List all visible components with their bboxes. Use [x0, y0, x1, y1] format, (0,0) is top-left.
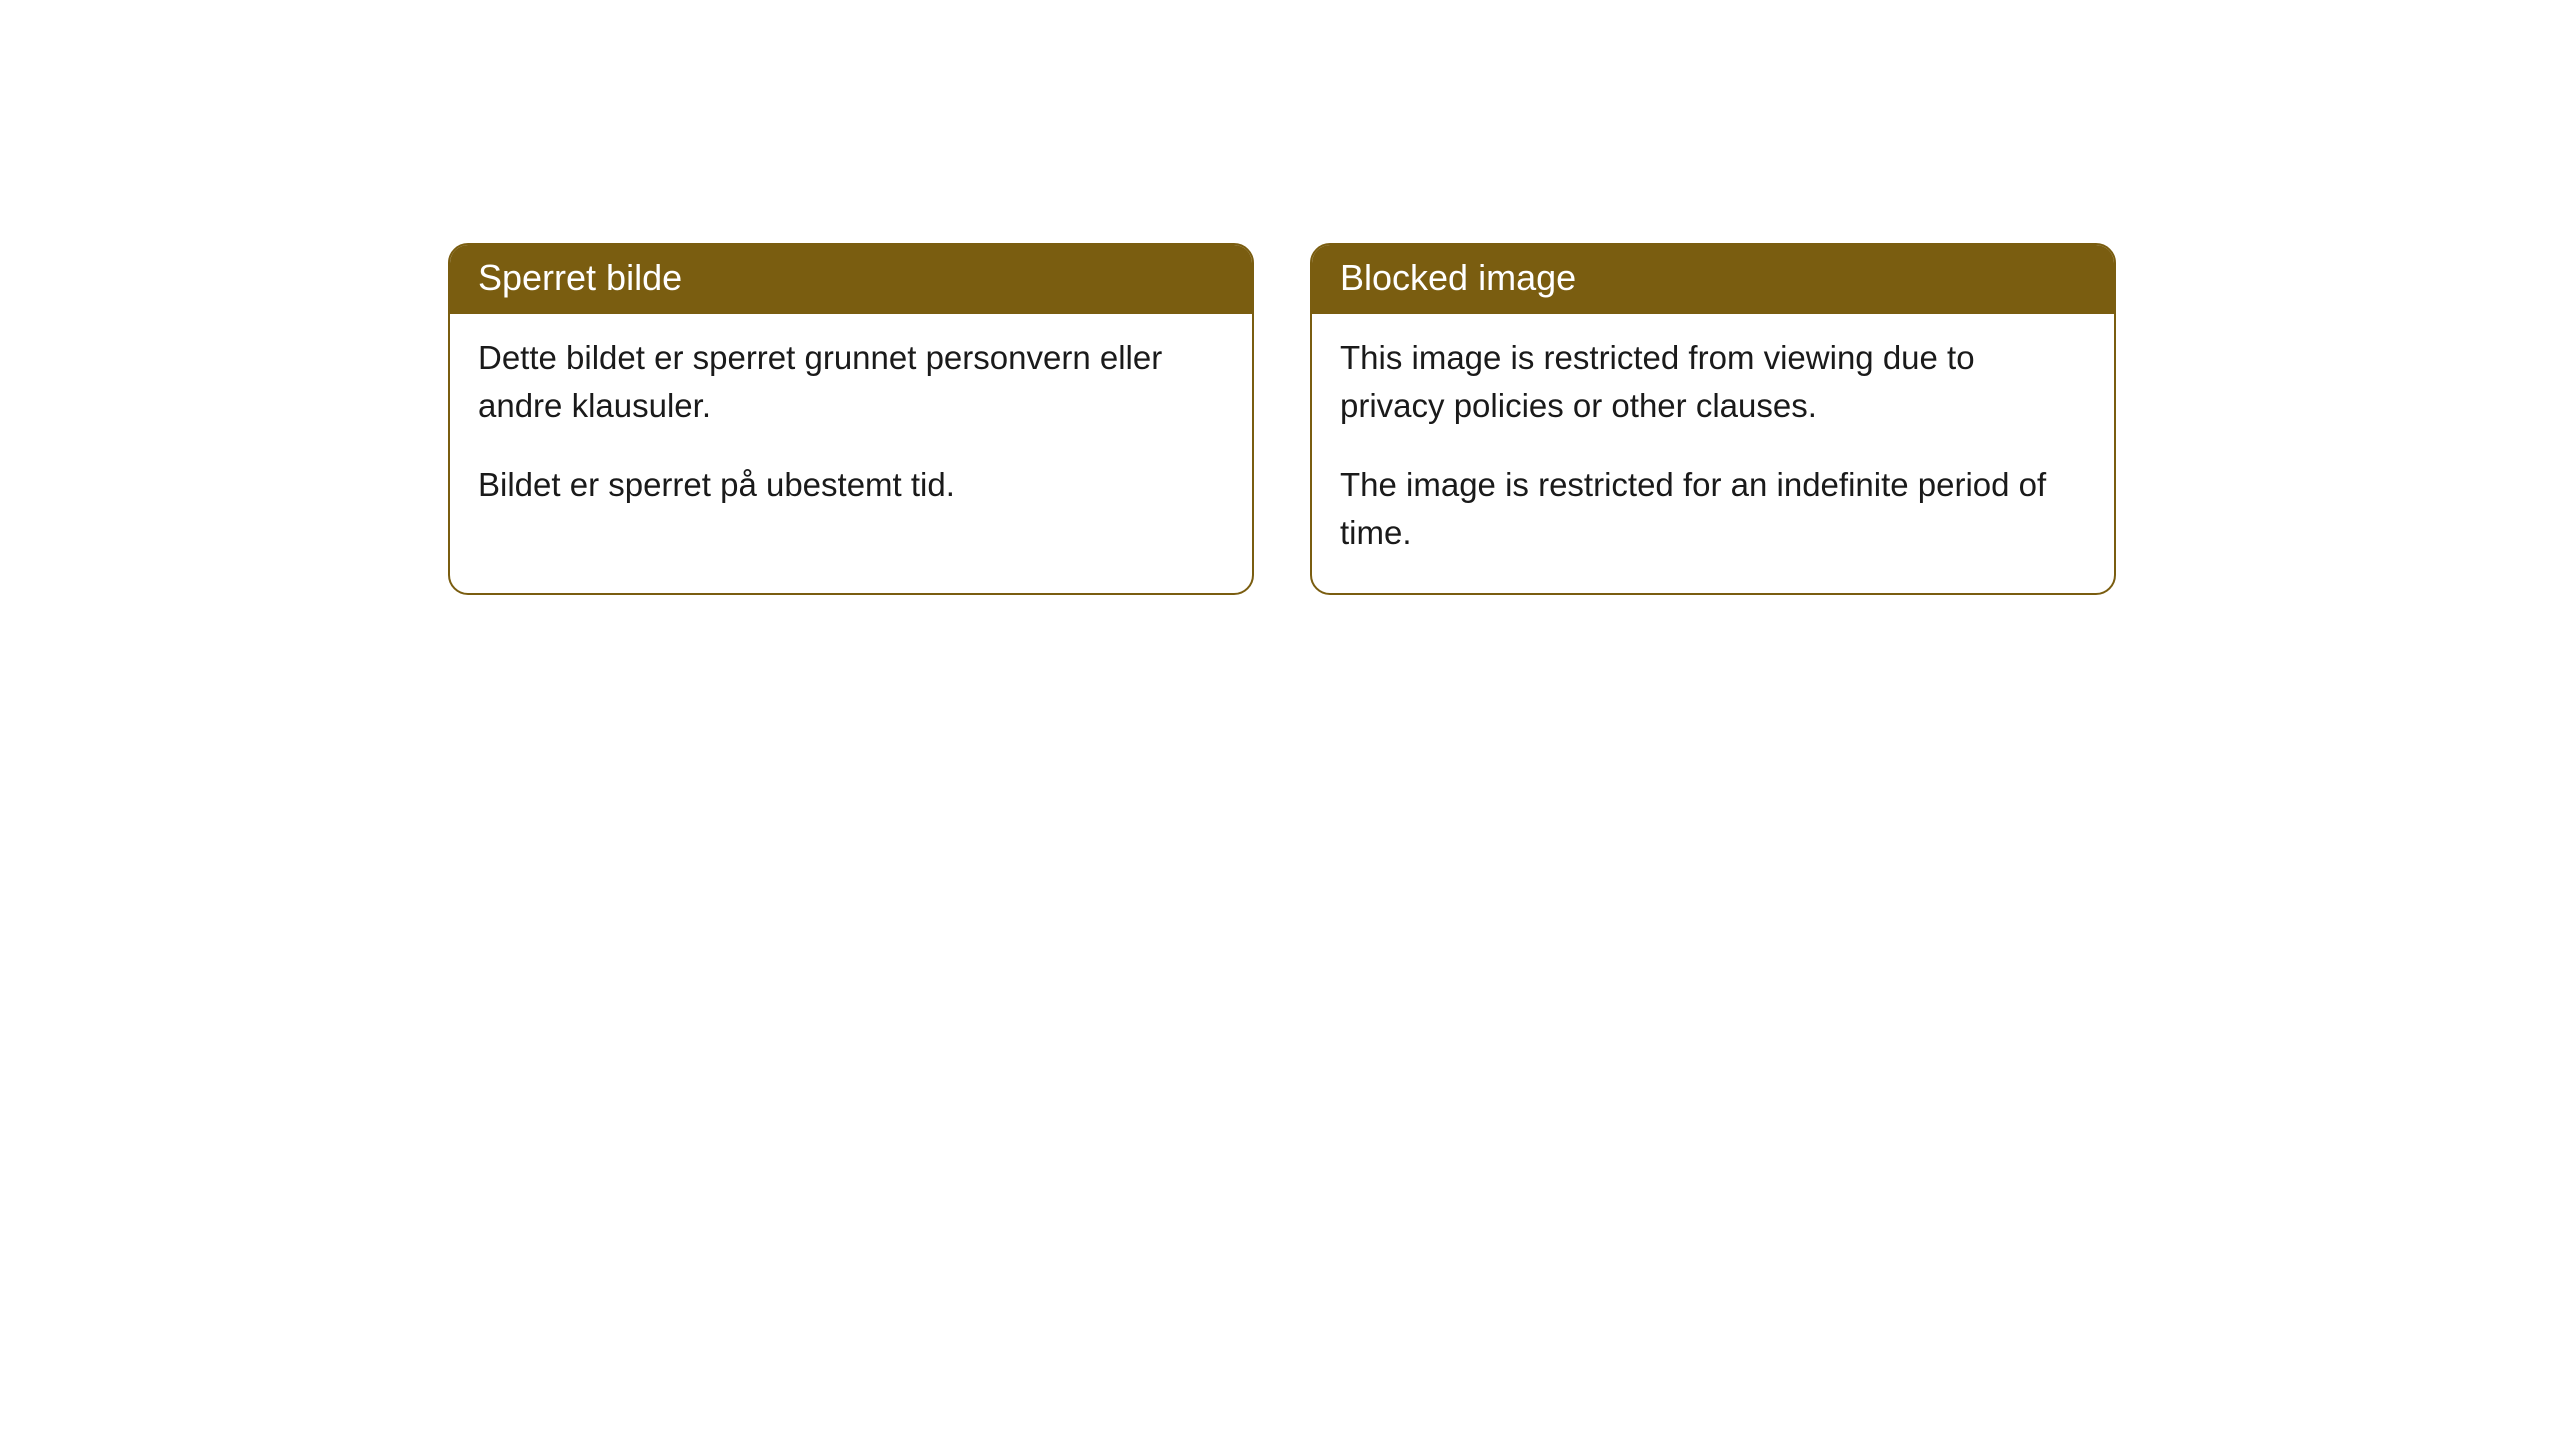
notice-paragraph: Dette bildet er sperret grunnet personve…: [478, 334, 1224, 430]
card-body-english: This image is restricted from viewing du…: [1312, 314, 2114, 593]
card-header-english: Blocked image: [1312, 245, 2114, 314]
notice-card-norwegian: Sperret bilde Dette bildet er sperret gr…: [448, 243, 1254, 595]
notice-paragraph: The image is restricted for an indefinit…: [1340, 461, 2086, 557]
notice-paragraph: This image is restricted from viewing du…: [1340, 334, 2086, 430]
notice-card-english: Blocked image This image is restricted f…: [1310, 243, 2116, 595]
notice-paragraph: Bildet er sperret på ubestemt tid.: [478, 461, 1224, 509]
card-body-norwegian: Dette bildet er sperret grunnet personve…: [450, 314, 1252, 546]
card-header-norwegian: Sperret bilde: [450, 245, 1252, 314]
notice-cards-container: Sperret bilde Dette bildet er sperret gr…: [448, 243, 2116, 595]
